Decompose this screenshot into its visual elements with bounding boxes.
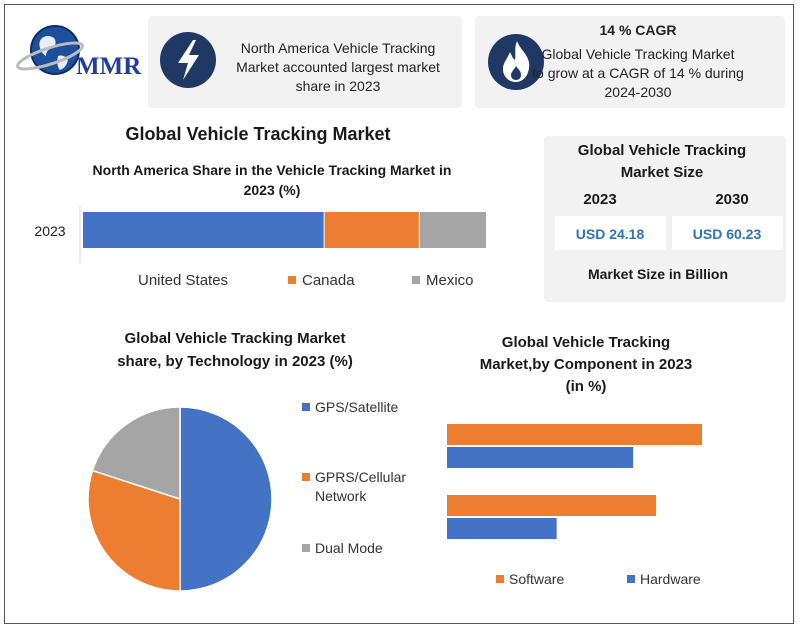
- card2-title: 14 % CAGR: [599, 22, 676, 38]
- bar-united-states: [83, 212, 324, 248]
- legend-swatch-hardware: [627, 575, 635, 583]
- bar-mexico: [419, 212, 486, 248]
- chart1-legend: United States Canada Mexico: [124, 272, 474, 289]
- legend-swatch-gprs-cellular-network: [302, 473, 310, 481]
- pie-slice-gps-satellite: [179, 406, 273, 592]
- legend-label-gps-satellite: GPS/Satellite: [315, 399, 398, 415]
- logo: MMR: [16, 25, 142, 80]
- chart1-category-label: 2023: [34, 223, 65, 239]
- card1-line-1: North America Vehicle Tracking: [241, 40, 436, 56]
- legend-label-hardware: Hardware: [640, 571, 701, 587]
- chart1-bars: [83, 212, 486, 248]
- chart3-bars: [447, 424, 702, 539]
- legend-swatch-dual-mode: [302, 544, 310, 552]
- outer-frame: [4, 4, 794, 624]
- legend-label-software: Software: [509, 571, 564, 587]
- card2-line-1: Global Vehicle Tracking Market: [542, 46, 735, 62]
- card2-line-3: 2024-2030: [605, 84, 672, 100]
- chart1-title-line-1: North America Share in the Vehicle Track…: [93, 162, 452, 178]
- market-size-year-2030: 2030: [715, 191, 748, 208]
- pie-slice-gprs-cellular-network: [87, 469, 181, 592]
- market-size-title-line-2: Market Size: [621, 164, 704, 181]
- chart3-title-line-3: (in %): [566, 378, 607, 395]
- market-size-panel: Global Vehicle Tracking Market Size 2023…: [544, 136, 786, 302]
- bar-software-group-2: [447, 495, 657, 516]
- chart1-title-line-2: 2023 (%): [244, 182, 301, 198]
- market-size-year-2023: 2023: [583, 191, 616, 208]
- card1-line-3: share in 2023: [296, 78, 381, 94]
- legend-label-united-states: United States: [138, 272, 228, 289]
- legend-swatch-united-states: [124, 276, 132, 284]
- market-size-footer: Market Size in Billion: [588, 266, 728, 282]
- card2-line-2: to grow at a CAGR of 14 % during: [532, 65, 744, 81]
- bar-software-group-1: [447, 424, 702, 445]
- header-card-left: North America Vehicle Tracking Market ac…: [148, 16, 462, 108]
- chart2-pie: [87, 406, 273, 592]
- legend-swatch-canada: [288, 276, 296, 284]
- legend-swatch-mexico: [412, 276, 420, 284]
- header-card-right: 14 % CAGR Global Vehicle Tracking Market…: [475, 16, 785, 108]
- pie-slice-dual-mode: [91, 406, 181, 501]
- legend-label-gprs-cellular-network: GPRS/Cellular Network: [315, 469, 406, 504]
- chart3-legend: Software Hardware: [496, 571, 701, 587]
- bar-canada: [324, 212, 419, 248]
- flame-icon: [503, 41, 530, 82]
- market-size-value-2030: USD 60.23: [693, 226, 762, 242]
- legend-label-dual-mode: Dual Mode: [315, 540, 383, 556]
- legend-swatch-software: [496, 575, 504, 583]
- legend-label-mexico: Mexico: [426, 272, 474, 289]
- chart3-title-line-2: Market,by Component in 2023: [480, 356, 693, 373]
- lightning-bolt-icon: [178, 40, 199, 80]
- market-size-value-2023: USD 24.18: [576, 226, 645, 242]
- card1-line-2: Market accounted largest market: [236, 59, 440, 75]
- chart2-title-line-1: Global Vehicle Tracking Market: [125, 330, 346, 347]
- chart2-title-line-2: share, by Technology in 2023 (%): [117, 353, 353, 370]
- market-size-title-line-1: Global Vehicle Tracking: [578, 142, 746, 159]
- bar-hardware-group-1: [447, 447, 634, 468]
- value-box-2023: [555, 216, 666, 250]
- chart2-legend: GPS/Satellite GPRS/Cellular Network Dual Mo…: [302, 399, 406, 556]
- chart3-title-line-1: Global Vehicle Tracking: [502, 334, 670, 351]
- legend-swatch-gps-satellite: [302, 403, 310, 411]
- bar-hardware-group-2: [447, 518, 557, 539]
- logo-text: MMR: [76, 53, 142, 80]
- main-title: Global Vehicle Tracking Market: [125, 124, 390, 144]
- globe-icon: [16, 25, 84, 75]
- value-box-2030: [672, 216, 783, 250]
- legend-label-canada: Canada: [302, 272, 355, 289]
